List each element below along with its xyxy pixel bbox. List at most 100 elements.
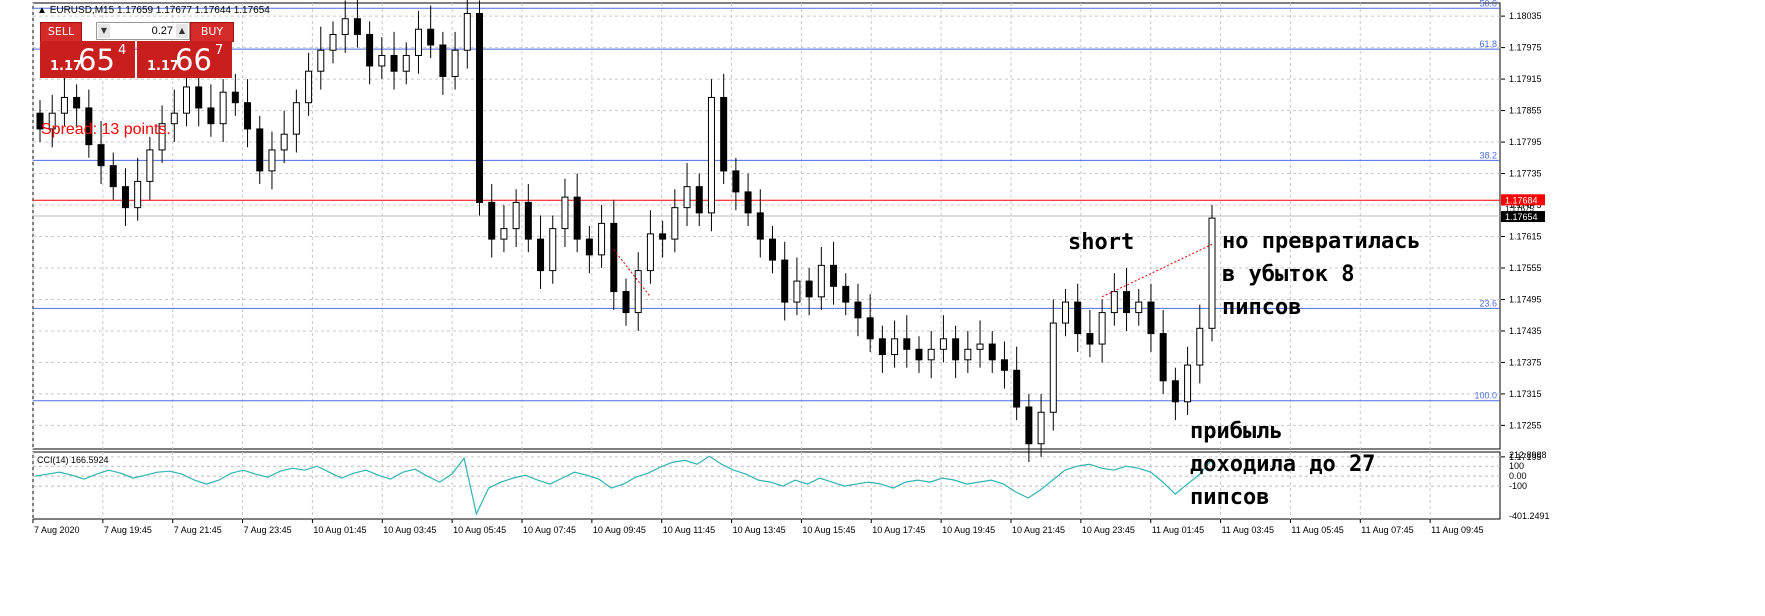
lot-increase-icon[interactable]: ▲	[176, 24, 188, 38]
candle-body	[683, 186, 691, 209]
ask-price-label: 1.17684	[1505, 195, 1538, 205]
candle-body	[646, 233, 654, 272]
bid-price-label-box	[1501, 211, 1545, 223]
annotation-profit-line2: доходила до 27	[1190, 452, 1376, 477]
candle-body	[500, 228, 508, 240]
buy-button[interactable]: BUY	[190, 22, 234, 42]
cci-tick-label: 0.00	[1509, 471, 1527, 481]
time-tick-label: 11 Aug 05:45	[1291, 525, 1343, 535]
candle-body	[317, 49, 325, 72]
candle-body	[573, 196, 581, 240]
candle-body	[109, 165, 117, 188]
collapse-triangle-icon[interactable]: ▲	[37, 5, 47, 16]
lot-size-box: ▼ ▲	[96, 22, 190, 40]
candle-body	[305, 70, 313, 104]
candle-body	[1037, 411, 1045, 445]
candle-body	[891, 338, 899, 356]
candle-body	[219, 91, 227, 125]
candle-body	[1159, 333, 1167, 382]
time-tick-label: 10 Aug 01:45	[313, 525, 366, 535]
cci-indicator: CCI(14) 166.5924	[33, 455, 1500, 516]
time-tick-label: 7 Aug 19:45	[104, 525, 152, 535]
time-tick-label: 11 Aug 07:45	[1361, 525, 1413, 535]
candle-body	[707, 96, 715, 214]
candle-body	[634, 270, 642, 314]
fibo-level-label: 38.2	[1479, 150, 1497, 160]
price-tick-label: 1.17255	[1509, 420, 1542, 430]
candle-body	[622, 291, 630, 314]
candle-body	[671, 207, 679, 240]
sell-price-big: 65	[78, 43, 115, 77]
candle-body	[732, 170, 740, 193]
candle-body	[1135, 301, 1143, 314]
buy-price-big: 66	[175, 43, 212, 77]
candle-body	[97, 144, 105, 167]
candle-body	[720, 96, 728, 172]
candle-body	[256, 128, 264, 172]
candles	[36, 0, 1216, 463]
lot-size-input[interactable]	[111, 24, 175, 38]
chart-header: ▲ EURUSD,M15 1.17659 1.17677 1.17644 1.1…	[37, 5, 270, 16]
candle-body	[427, 28, 435, 46]
price-tick-label: 1.17975	[1509, 43, 1542, 53]
price-tick-label: 1.17735	[1509, 169, 1542, 179]
small-price-label: 1.17675	[1505, 204, 1534, 213]
candle-body	[280, 133, 288, 151]
price-tick-label: 1.17615	[1509, 231, 1542, 241]
sell-button[interactable]: SELL	[40, 22, 82, 42]
price-tick-label: 1.17555	[1509, 263, 1542, 273]
candle-body	[585, 238, 593, 256]
candle-body	[476, 12, 483, 203]
candle-body	[134, 180, 142, 209]
candle-body	[866, 317, 874, 340]
cci-tick-label: -100	[1509, 481, 1527, 491]
time-tick-label: 10 Aug 03:45	[383, 525, 436, 535]
candle-body	[659, 233, 667, 240]
buy-price-sup: 7	[215, 43, 224, 58]
candle-body	[842, 285, 850, 303]
candle-body	[915, 348, 923, 361]
candle-body	[1184, 364, 1192, 403]
candle-body	[146, 149, 154, 182]
sell-price-box[interactable]: 1.17 65 4	[40, 41, 135, 78]
candle-body	[903, 338, 911, 350]
candle-body	[463, 12, 471, 51]
annotation-short: short	[1068, 230, 1135, 255]
lot-decrease-icon[interactable]: ▼	[98, 24, 110, 38]
candle-body	[390, 54, 398, 72]
candle-body	[769, 238, 776, 261]
cci-tick-label: 212.8988	[1509, 450, 1547, 460]
trade-line-2	[1101, 243, 1213, 298]
candle-body	[1013, 369, 1021, 408]
candle-body	[976, 343, 984, 350]
sell-price-prefix: 1.17	[50, 59, 83, 74]
buy-price-box[interactable]: 1.17 66 7	[137, 41, 232, 78]
time-tick-label: 11 Aug 03:45	[1222, 525, 1274, 535]
candle-body	[1196, 327, 1204, 366]
time-tick-label: 10 Aug 21:45	[1012, 525, 1065, 535]
fibo-level-label: 61.8	[1479, 39, 1497, 49]
cci-line	[34, 455, 1213, 516]
candle-body	[1147, 301, 1155, 335]
candle-body	[805, 280, 813, 298]
candle-body	[927, 348, 935, 361]
annotation-profit-line1: прибыль	[1190, 419, 1283, 444]
time-tick-label: 10 Aug 11:45	[663, 525, 715, 535]
trade-line-1	[613, 249, 651, 298]
price-tick-label: 1.17915	[1509, 74, 1542, 84]
candle-body	[244, 102, 252, 130]
spread-text: Spread: 13 points.	[41, 121, 171, 138]
annotation-loss-line1: но превратилась	[1222, 229, 1421, 254]
candle-body	[439, 44, 447, 77]
time-tick-label: 11 Aug 09:45	[1431, 525, 1483, 535]
one-click-trading-panel: SELL ▼ ▲ BUY 1.17 65 4 1.17 66 7	[40, 22, 234, 78]
time-tick-label: 7 Aug 21:45	[174, 525, 222, 535]
candle-body	[537, 238, 545, 272]
candle-body	[1000, 359, 1008, 371]
candle-body	[952, 338, 960, 361]
price-tick-label: 1.17315	[1509, 389, 1542, 399]
annotation-loss-line2: в убыток 8	[1222, 262, 1355, 287]
candle-body	[793, 280, 801, 303]
price-tick-label: 1.17495	[1509, 294, 1542, 304]
